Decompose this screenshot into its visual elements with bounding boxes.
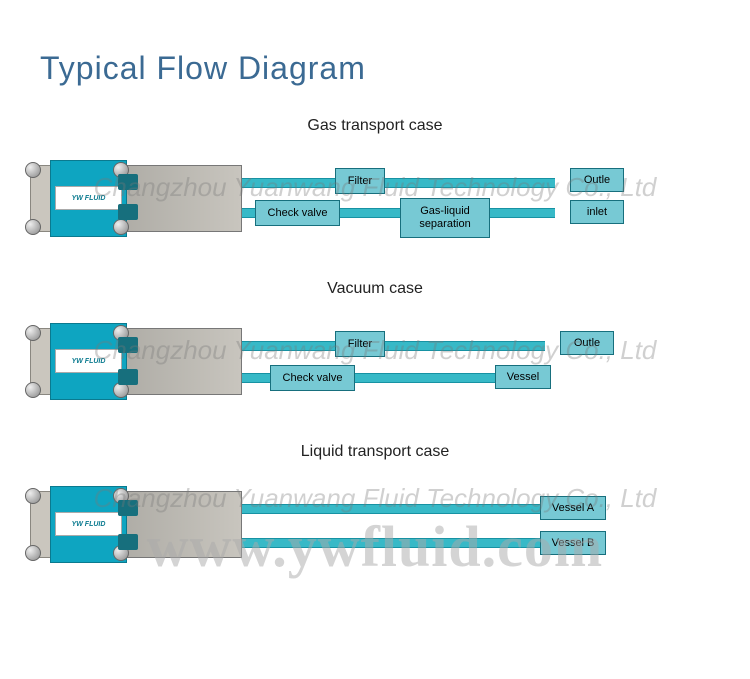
case-gas: Changzhou Yuanwang Fluid Technology Co.,… bbox=[0, 117, 750, 250]
box-outlet: Outle bbox=[570, 168, 624, 192]
case-vacuum-title: Vacuum case bbox=[0, 280, 750, 298]
case-vacuum-diagram: YW FLUID Filter Check valve Vessel Outle bbox=[0, 313, 750, 413]
case-gas-diagram: YW FLUID Filter Check valve Gas-liquid s… bbox=[0, 150, 750, 250]
pump-assembly: YW FLUID bbox=[20, 323, 230, 398]
connector-icon bbox=[118, 369, 138, 385]
box-check-valve: Check valve bbox=[255, 200, 340, 226]
page: Typical Flow Diagram Changzhou Yuanwang … bbox=[0, 0, 750, 636]
case-liquid-title: Liquid transport case bbox=[0, 443, 750, 461]
box-outlet: Outle bbox=[560, 331, 614, 355]
case-liquid-diagram: YW FLUID Vessel A Vessel B bbox=[0, 476, 750, 576]
screw-icon bbox=[25, 219, 41, 235]
screw-icon bbox=[113, 219, 129, 235]
case-vacuum: Changzhou Yuanwang Fluid Technology Co.,… bbox=[0, 280, 750, 413]
connector-icon bbox=[118, 174, 138, 190]
box-filter: Filter bbox=[335, 168, 385, 194]
pump-assembly: YW FLUID bbox=[20, 160, 230, 235]
screw-icon bbox=[25, 488, 41, 504]
connector-icon bbox=[118, 500, 138, 516]
connector-icon bbox=[118, 337, 138, 353]
connector-icon bbox=[118, 534, 138, 550]
box-vessel: Vessel bbox=[495, 365, 551, 389]
box-vessel-a: Vessel A bbox=[540, 496, 606, 520]
box-check-valve: Check valve bbox=[270, 365, 355, 391]
pump-logo: YW FLUID bbox=[55, 349, 122, 373]
screw-icon bbox=[25, 162, 41, 178]
box-gas-liquid-separation: Gas-liquid separation bbox=[400, 198, 490, 238]
case-liquid: Changzhou Yuanwang Fluid Technology Co.,… bbox=[0, 443, 750, 576]
box-filter: Filter bbox=[335, 331, 385, 357]
screw-icon bbox=[25, 545, 41, 561]
screw-icon bbox=[25, 382, 41, 398]
screw-icon bbox=[25, 325, 41, 341]
box-vessel-b: Vessel B bbox=[540, 531, 606, 555]
pump-logo: YW FLUID bbox=[55, 512, 122, 536]
pump-logo: YW FLUID bbox=[55, 186, 122, 210]
box-inlet: inlet bbox=[570, 200, 624, 224]
case-gas-title: Gas transport case bbox=[0, 117, 750, 135]
connector-icon bbox=[118, 204, 138, 220]
page-title: Typical Flow Diagram bbox=[40, 50, 750, 87]
